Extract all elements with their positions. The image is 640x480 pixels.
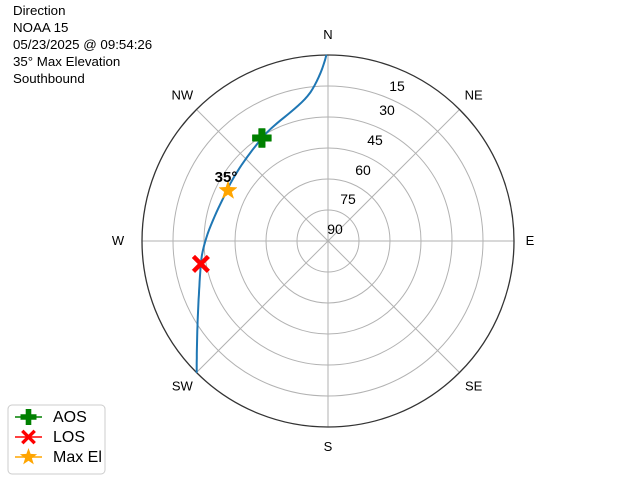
svg-text:SE: SE: [465, 379, 483, 394]
svg-text:Max El: Max El: [53, 449, 102, 466]
svg-text:90: 90: [327, 221, 343, 237]
svg-text:30: 30: [379, 102, 395, 118]
svg-text:S: S: [324, 439, 333, 454]
svg-text:LOS: LOS: [53, 429, 85, 446]
svg-text:60: 60: [355, 162, 371, 178]
svg-text:75: 75: [340, 191, 356, 207]
svg-text:E: E: [526, 233, 535, 248]
svg-text:15: 15: [389, 78, 405, 94]
svg-text:AOS: AOS: [53, 409, 87, 426]
svg-text:35°: 35°: [215, 169, 238, 186]
svg-text:W: W: [112, 233, 125, 248]
svg-text:45: 45: [367, 132, 383, 148]
svg-text:NE: NE: [465, 87, 483, 102]
svg-text:SW: SW: [172, 379, 194, 394]
svg-text:NW: NW: [171, 87, 193, 102]
svg-text:N: N: [323, 27, 332, 42]
